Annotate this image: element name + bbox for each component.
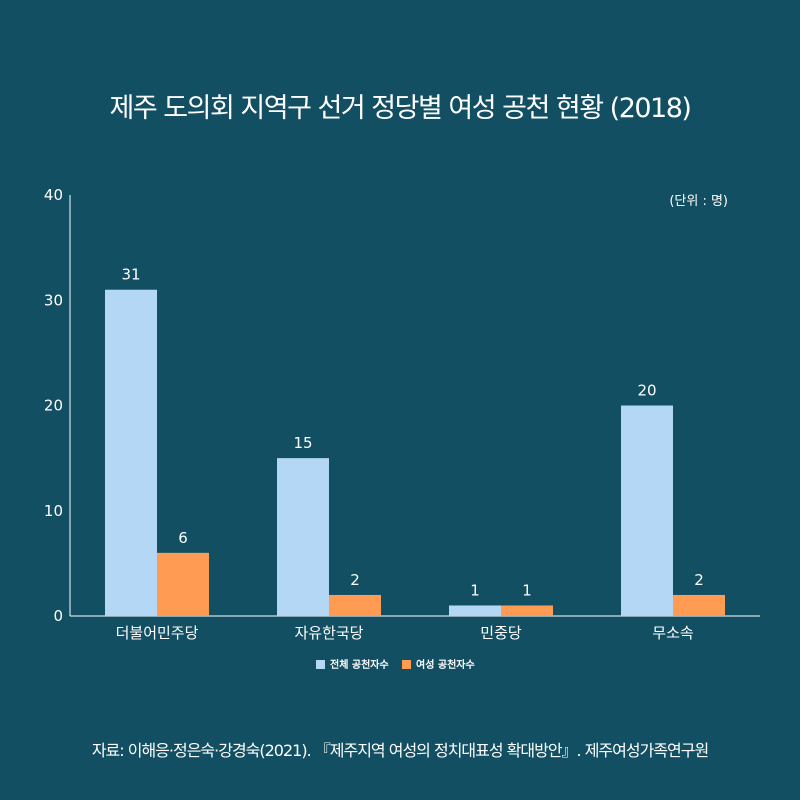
data-label: 6 <box>178 529 188 547</box>
x-tick-label: 무소속 <box>652 624 694 642</box>
x-axis-labels: 더불어민주당 자유한국당 민중당 무소속 <box>116 624 694 642</box>
bar <box>621 405 673 616</box>
bar <box>105 289 157 616</box>
y-tick-label: 20 <box>44 397 63 415</box>
y-tick-label: 40 <box>44 186 63 204</box>
bar <box>501 605 553 616</box>
legend-swatch <box>316 660 325 669</box>
data-label: 1 <box>522 581 532 599</box>
bar <box>277 458 329 616</box>
y-tick-label: 30 <box>44 291 63 309</box>
data-label: 15 <box>293 434 312 452</box>
y-tick-label: 10 <box>44 502 63 520</box>
y-tick-label: 0 <box>53 607 63 625</box>
bar <box>329 594 381 616</box>
unit-note: (단위 : 명) <box>669 194 728 209</box>
x-tick-label: 더불어민주당 <box>116 624 199 642</box>
bar <box>157 552 209 616</box>
legend-label: 여성 공천자수 <box>416 658 475 671</box>
bar <box>449 605 501 616</box>
data-label: 31 <box>121 266 140 284</box>
data-label: 20 <box>637 382 656 400</box>
x-tick-label: 민중당 <box>480 624 522 642</box>
source-note: 자료: 이해응·정은숙·강경숙(2021). 『제주지역 여성의 정치대표성 확… <box>91 741 709 760</box>
x-tick-label: 자유한국당 <box>294 624 363 642</box>
legend-swatch <box>402 660 411 669</box>
legend-label: 전체 공천자수 <box>330 658 389 671</box>
data-label: 1 <box>470 581 480 599</box>
legend: 전체 공천자수 여성 공천자수 <box>316 658 475 671</box>
data-label: 2 <box>694 571 704 589</box>
y-axis-ticks: 0 10 20 30 40 <box>44 186 63 625</box>
bar <box>673 594 725 616</box>
chart-title: 제주 도의회 지역구 선거 정당별 여성 공천 현황 (2018) <box>109 93 692 124</box>
data-label: 2 <box>350 571 360 589</box>
